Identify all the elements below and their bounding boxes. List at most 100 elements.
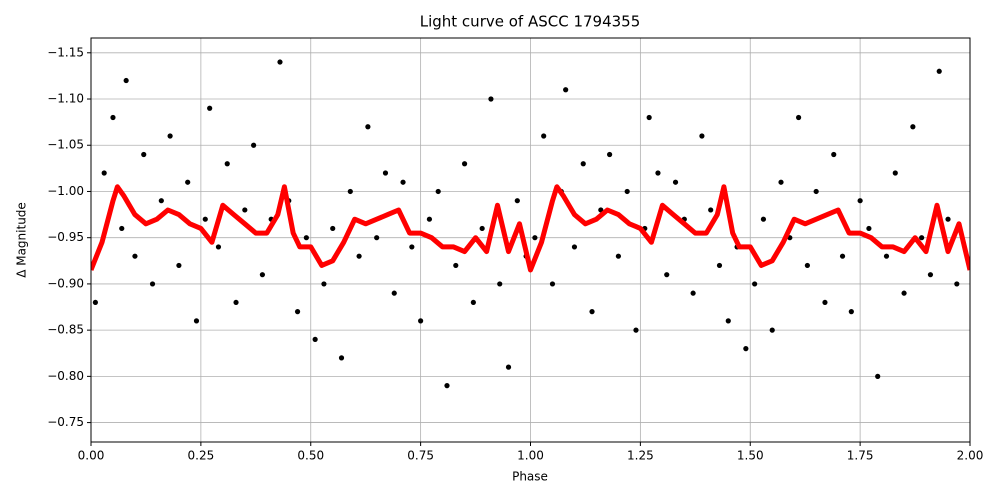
data-point (901, 290, 907, 296)
data-point (312, 336, 318, 342)
x-tick-label: 1.25 (627, 449, 654, 463)
plot-area (91, 59, 970, 389)
chart-title: Light curve of ASCC 1794355 (420, 13, 641, 31)
data-point (92, 299, 98, 306)
data-point (294, 309, 301, 315)
x-tick-label: 1.00 (517, 449, 544, 463)
data-point (778, 179, 784, 185)
data-point (795, 114, 802, 121)
data-point (119, 225, 125, 232)
y-tick-label: −1.05 (47, 138, 84, 152)
data-point (549, 281, 556, 287)
data-point (655, 170, 661, 176)
y-tick-label: −1.00 (47, 184, 84, 198)
data-point (444, 383, 450, 389)
data-point (101, 170, 107, 176)
data-point (607, 151, 613, 158)
data-point (347, 188, 353, 195)
data-point (470, 299, 476, 306)
data-point (356, 253, 362, 259)
data-point (374, 235, 380, 241)
data-point (382, 170, 389, 176)
data-point (690, 290, 696, 296)
data-point (752, 281, 758, 287)
data-point (760, 216, 767, 222)
data-point (804, 262, 810, 269)
data-point (672, 179, 679, 185)
y-tick-label: −1.10 (47, 92, 84, 106)
data-point (149, 281, 156, 287)
data-point (330, 225, 336, 232)
y-tick-label: −1.15 (47, 45, 84, 59)
x-tick-label: 1.50 (737, 449, 764, 463)
y-tick-label: −0.75 (47, 415, 84, 429)
y-axis-label: Δ Magnitude (15, 202, 29, 278)
data-point (945, 216, 951, 222)
data-point (277, 59, 283, 65)
data-point (426, 216, 433, 222)
data-point (141, 151, 147, 158)
data-point (563, 87, 569, 93)
data-point (875, 373, 881, 379)
data-point (303, 235, 309, 241)
data-point (233, 299, 239, 306)
data-point (883, 253, 890, 259)
data-point (514, 198, 520, 204)
data-point (193, 318, 200, 324)
plot-frame (90, 37, 971, 443)
data-point (176, 262, 182, 269)
data-point (708, 207, 714, 213)
data-point (224, 161, 230, 167)
data-point (418, 318, 424, 324)
data-point (435, 188, 441, 195)
data-point (391, 290, 397, 296)
data-point (813, 188, 819, 195)
data-point (624, 188, 630, 195)
data-point (123, 77, 129, 84)
y-tick-label: −0.90 (47, 276, 84, 290)
data-point (571, 244, 578, 250)
data-point (839, 253, 846, 259)
data-point (132, 253, 138, 259)
data-point (110, 114, 116, 121)
data-point (954, 281, 960, 287)
data-point (400, 179, 406, 185)
data-point (321, 281, 327, 287)
data-point (699, 133, 705, 139)
x-tick-label: 0.75 (407, 449, 434, 463)
data-point (185, 179, 191, 185)
data-point (936, 68, 942, 74)
data-point (167, 133, 173, 139)
data-point (822, 299, 828, 306)
data-point (743, 346, 749, 352)
data-point (725, 318, 731, 324)
data-point (259, 272, 266, 278)
data-point (461, 161, 468, 167)
data-point (580, 161, 586, 167)
data-point (202, 216, 208, 222)
data-point (589, 309, 595, 315)
data-point (927, 272, 934, 278)
data-point (866, 225, 872, 232)
y-tick-label: −0.85 (47, 323, 84, 337)
curve (91, 184, 970, 273)
data-point (453, 262, 459, 269)
data-point (532, 235, 538, 241)
data-point (409, 244, 415, 250)
data-point (892, 170, 898, 176)
data-point (497, 281, 503, 287)
y-tick-label: −0.80 (47, 369, 84, 383)
x-axis-label: Phase (512, 470, 548, 484)
data-point (488, 96, 494, 102)
data-point (207, 105, 213, 111)
x-tick-label: 0.25 (188, 449, 215, 463)
data-point (831, 151, 837, 158)
data-point (242, 207, 248, 213)
data-point (646, 114, 652, 121)
data-point (633, 327, 639, 333)
x-tick-label: 1.75 (847, 449, 874, 463)
data-point (251, 142, 257, 148)
x-tick-label: 0.50 (297, 449, 324, 463)
data-point (365, 124, 371, 130)
